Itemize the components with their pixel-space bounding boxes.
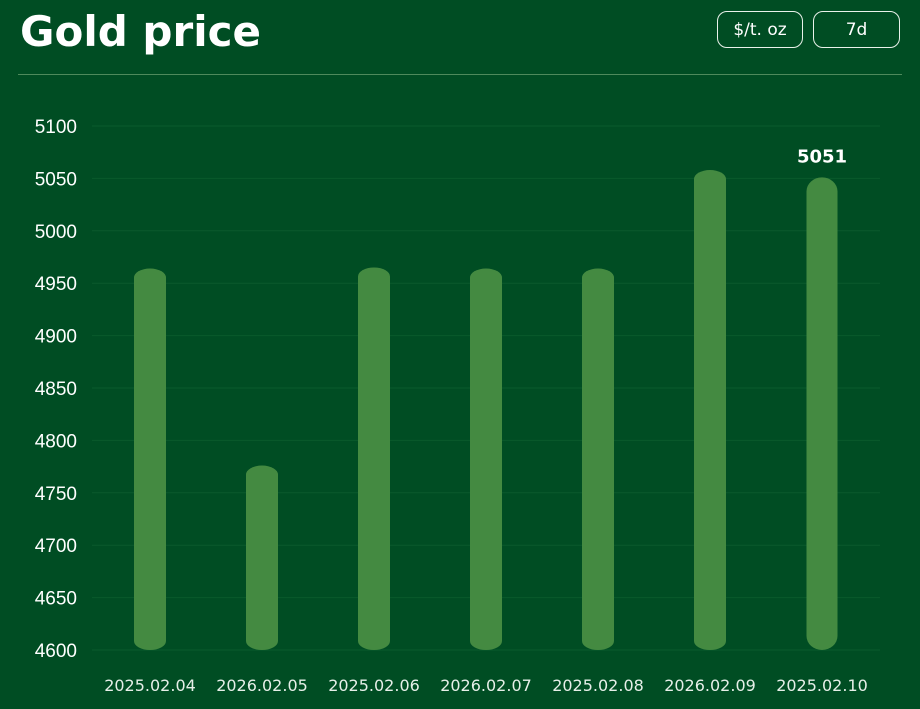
bar-2026.02.05[interactable] <box>246 465 278 650</box>
y-tick-label: 5050 <box>35 169 77 190</box>
y-tick-label: 5100 <box>35 117 77 138</box>
x-tick-label: 2026.02.09 <box>664 676 756 695</box>
y-tick-label: 4850 <box>35 379 77 400</box>
x-tick-label: 2026.02.05 <box>216 676 308 695</box>
y-axis-ticks: 4600 4650 4700 4750 4800 4850 4900 4950 5000 5050… <box>35 117 77 662</box>
x-axis-ticks: 2025.02.04 2026.02.05 2025.02.06 2026.02.07… <box>104 676 868 695</box>
x-tick-label: 2025.02.06 <box>328 676 420 695</box>
bar-2025.02.06[interactable] <box>358 267 390 650</box>
range-toggle-button[interactable]: 7d <box>813 11 900 48</box>
y-tick-label: 4750 <box>35 484 77 505</box>
bar-2025.02.04[interactable] <box>134 268 166 650</box>
y-tick-label: 4700 <box>35 536 77 557</box>
data-labels: 5051 <box>797 146 847 167</box>
y-tick-label: 4900 <box>35 327 77 348</box>
bar-2026.02.09[interactable] <box>694 170 726 651</box>
y-tick-label: 4800 <box>35 431 77 452</box>
unit-toggle-button[interactable]: $/t. oz <box>717 11 803 48</box>
x-tick-label: 2025.02.08 <box>552 676 644 695</box>
y-tick-label: 4650 <box>35 589 77 610</box>
y-tick-label: 5000 <box>35 222 77 243</box>
page-title: Gold price <box>20 7 261 56</box>
bars <box>134 170 838 651</box>
bar-2026.02.07[interactable] <box>470 268 502 650</box>
y-tick-label: 4950 <box>35 274 77 295</box>
bar-2025.02.08[interactable] <box>582 268 614 650</box>
x-tick-label: 2025.02.10 <box>776 676 868 695</box>
bar-2025.02.10[interactable] <box>806 177 838 651</box>
x-tick-label: 2026.02.07 <box>440 676 532 695</box>
x-tick-label: 2025.02.04 <box>104 676 196 695</box>
header-divider <box>18 74 902 75</box>
data-label-latest: 5051 <box>797 146 847 167</box>
y-tick-label: 4600 <box>35 641 77 662</box>
